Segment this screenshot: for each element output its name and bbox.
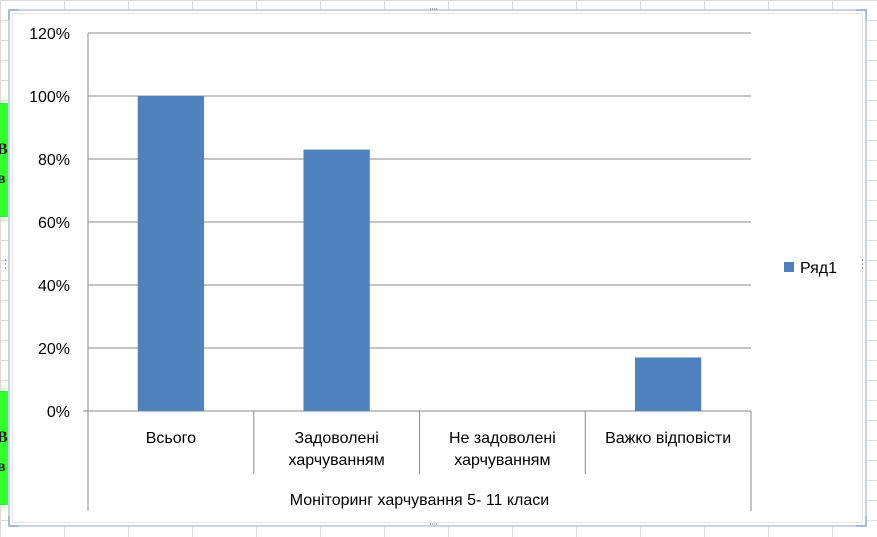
x-category-label: харчуванням	[289, 452, 385, 469]
cell-letter: в	[0, 170, 6, 186]
legend-label: Ряд1	[800, 260, 837, 277]
bar	[303, 149, 370, 412]
cell-letter: В	[0, 429, 8, 445]
resize-corner-top-right[interactable]	[856, 9, 867, 20]
bar	[634, 357, 702, 411]
y-tick-label: 120%	[29, 26, 70, 43]
y-tick-label: 60%	[38, 215, 70, 232]
resize-handle-bottom[interactable]: ∙∙∙∙	[429, 518, 438, 530]
resize-handle-left[interactable]: ∙ ∙ ∙	[4, 254, 7, 274]
y-tick-label: 20%	[38, 341, 70, 358]
y-tick-label: 100%	[29, 89, 70, 106]
resize-corner-bottom-left[interactable]	[8, 516, 19, 527]
legend-swatch	[784, 262, 794, 272]
x-category-label: Всього	[146, 430, 196, 447]
x-axis-title: Моніторинг харчування 5- 11 класи	[290, 492, 549, 509]
x-category-label: Не задоволені	[449, 430, 556, 447]
y-tick-label: 80%	[38, 152, 70, 169]
bar	[137, 96, 205, 411]
resize-corner-top-left[interactable]	[8, 9, 19, 20]
y-tick-label: 0%	[47, 404, 70, 421]
cell-letter: В	[0, 141, 8, 157]
resize-corner-bottom-right[interactable]	[856, 516, 867, 527]
x-category-label: харчуванням	[454, 452, 550, 469]
resize-handle-right[interactable]: ∙ ∙ ∙	[861, 254, 864, 274]
x-category-label: Задоволені	[294, 430, 378, 447]
resize-handle-top[interactable]: ∙∙∙∙	[429, 3, 438, 15]
y-tick-label: 40%	[38, 278, 70, 295]
cell-letter: в	[0, 458, 6, 474]
x-category-label: Важко відповісти	[605, 430, 731, 447]
